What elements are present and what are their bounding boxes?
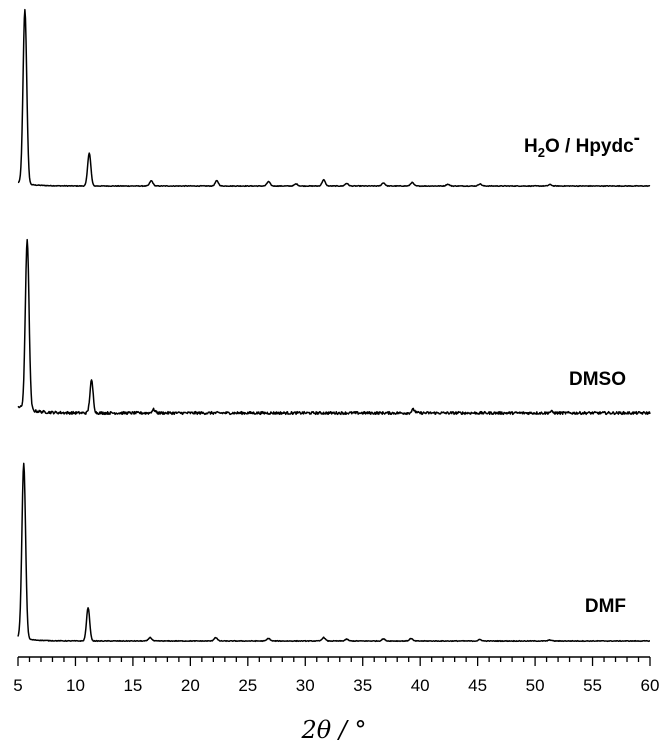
series-traces bbox=[17, 8, 651, 643]
tick-label: 5 bbox=[13, 676, 22, 695]
tick-label: 20 bbox=[181, 676, 200, 695]
x-axis: 5 10 15 20 25 30 35 40 45 50 55 60 bbox=[13, 656, 659, 695]
trace-dmf bbox=[17, 462, 651, 643]
x-axis-title: 2θ / ° bbox=[300, 716, 366, 744]
trace-h2o-hpydc- bbox=[17, 8, 651, 188]
tick-label: 60 bbox=[641, 676, 660, 695]
tick-label: 15 bbox=[123, 676, 142, 695]
tick-label: 45 bbox=[468, 676, 487, 695]
series-label-dmso: DMSO bbox=[569, 369, 626, 390]
tick-label: 10 bbox=[66, 676, 85, 695]
tick-label: 55 bbox=[583, 676, 602, 695]
tick-label: 30 bbox=[296, 676, 315, 695]
series-labels: H2O / Hpydc- DMSO DMF bbox=[524, 128, 640, 617]
tick-label: 35 bbox=[353, 676, 372, 695]
tick-label: 50 bbox=[526, 676, 545, 695]
series-label-h2o-hpydc-: H2O / Hpydc- bbox=[524, 128, 640, 160]
x-axis-ticks bbox=[17, 657, 651, 666]
trace-dmso bbox=[17, 238, 651, 416]
tick-label: 40 bbox=[411, 676, 430, 695]
series-label-dmf: DMF bbox=[585, 596, 626, 617]
tick-label: 25 bbox=[238, 676, 257, 695]
x-axis-tick-labels: 5 10 15 20 25 30 35 40 45 50 55 60 bbox=[13, 676, 659, 695]
